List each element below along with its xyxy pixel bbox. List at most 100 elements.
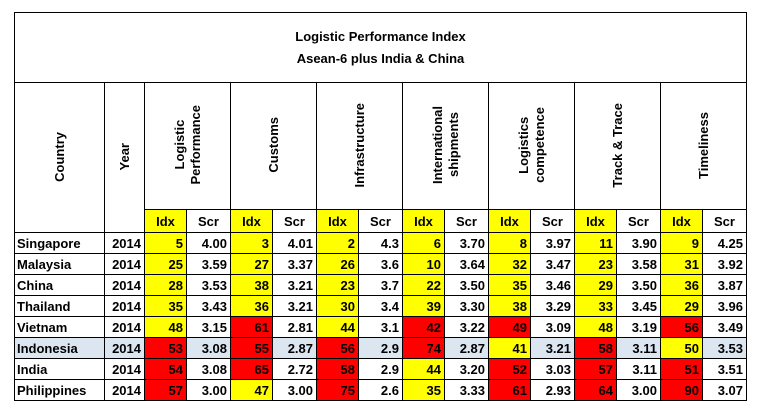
- scr-cell: 3.21: [272, 274, 317, 296]
- table-row: China 2014 28 3.53 38 3.21 23 3.7 22 3.50 35 3.46 29…: [14, 274, 747, 296]
- scr-cell: 3.53: [186, 274, 231, 296]
- idx-cell: 56: [660, 316, 703, 338]
- country-cell: Indonesia: [14, 337, 105, 359]
- header-metric: Timeliness: [660, 82, 747, 210]
- header-metric-line: Track & Trace: [609, 102, 625, 188]
- idx-cell: 25: [144, 253, 187, 275]
- scr-cell: 3.08: [186, 337, 231, 359]
- idx-cell: 56: [316, 337, 359, 359]
- country-cell: Singapore: [14, 232, 105, 254]
- scr-cell: 3.21: [272, 295, 317, 317]
- idx-cell: 53: [144, 337, 187, 359]
- header-metric-label: Track & Trace: [610, 103, 626, 188]
- lpi-table: Logistic Performance Index Asean-6 plus …: [14, 12, 747, 401]
- idx-cell: 36: [660, 274, 703, 296]
- subheader-idx: Idx: [402, 209, 445, 233]
- scr-cell: 3.30: [444, 295, 489, 317]
- idx-cell: 58: [574, 337, 617, 359]
- scr-cell: 3.07: [702, 379, 747, 401]
- header-metric-line: International: [429, 105, 445, 184]
- idx-cell: 5: [144, 232, 187, 254]
- idx-cell: 27: [230, 253, 273, 275]
- scr-cell: 2.87: [444, 337, 489, 359]
- idx-cell: 2: [316, 232, 359, 254]
- country-cell: Thailand: [14, 295, 105, 317]
- idx-cell: 35: [144, 295, 187, 317]
- table-row: Thailand 2014 35 3.43 36 3.21 30 3.4 39 3.30 38 3.2…: [14, 295, 747, 317]
- scr-cell: 3.20: [444, 358, 489, 380]
- scr-cell: 3.58: [616, 253, 661, 275]
- scr-cell: 3.50: [616, 274, 661, 296]
- header-country-label: Country: [51, 131, 67, 182]
- scr-cell: 3.47: [530, 253, 575, 275]
- scr-cell: 3.6: [358, 253, 403, 275]
- idx-cell: 33: [574, 295, 617, 317]
- scr-cell: 3.00: [186, 379, 231, 401]
- subheader-row: Idx Scr Idx Scr Idx Scr Idx Scr Idx Scr Idx Scr Idx S…: [15, 209, 747, 233]
- scr-cell: 3.19: [616, 316, 661, 338]
- header-row: Country Year Logistic Performance Customs I…: [14, 82, 747, 233]
- idx-cell: 41: [488, 337, 531, 359]
- idx-cell: 61: [488, 379, 531, 401]
- idx-cell: 28: [144, 274, 187, 296]
- idx-cell: 23: [574, 253, 617, 275]
- idx-cell: 64: [574, 379, 617, 401]
- scr-cell: 2.6: [358, 379, 403, 401]
- idx-cell: 39: [402, 295, 445, 317]
- scr-cell: 3.51: [702, 358, 747, 380]
- scr-cell: 3.64: [444, 253, 489, 275]
- scr-cell: 3.43: [186, 295, 231, 317]
- idx-cell: 42: [402, 316, 445, 338]
- scr-cell: 3.37: [272, 253, 317, 275]
- table-body: Logistic Performance Index Asean-6 plus …: [14, 12, 747, 401]
- idx-cell: 36: [230, 295, 273, 317]
- country-cell: China: [14, 274, 105, 296]
- header-metric: Logistics competence: [488, 82, 575, 210]
- year-cell: 2014: [104, 358, 145, 380]
- idx-cell: 48: [574, 316, 617, 338]
- header-metric-label: Customs: [266, 117, 282, 173]
- table-title: Logistic Performance Index: [295, 28, 466, 44]
- table-row: Singapore 2014 5 4.00 3 4.01 2 4.3 6 3.70 8 3.97 11 3…: [14, 232, 747, 254]
- header-year-label: Year: [116, 142, 132, 171]
- scr-cell: 3.97: [530, 232, 575, 254]
- scr-cell: 3.59: [186, 253, 231, 275]
- scr-cell: 3.90: [616, 232, 661, 254]
- header-metric-label: Logistic Performance: [172, 105, 204, 184]
- header-metric-line: shipments: [445, 112, 461, 178]
- year-cell: 2014: [104, 253, 145, 275]
- idx-cell: 49: [488, 316, 531, 338]
- year-cell: 2014: [104, 337, 145, 359]
- scr-cell: 3.4: [358, 295, 403, 317]
- idx-cell: 44: [402, 358, 445, 380]
- header-metric-line: competence: [531, 107, 547, 183]
- scr-cell: 3.00: [272, 379, 317, 401]
- subheader-scr: Scr: [186, 209, 231, 233]
- scr-cell: 3.03: [530, 358, 575, 380]
- idx-cell: 35: [402, 379, 445, 401]
- idx-cell: 90: [660, 379, 703, 401]
- idx-cell: 50: [660, 337, 703, 359]
- header-country: Country: [14, 82, 105, 233]
- year-cell: 2014: [104, 316, 145, 338]
- scr-cell: 2.87: [272, 337, 317, 359]
- year-cell: 2014: [104, 232, 145, 254]
- idx-cell: 32: [488, 253, 531, 275]
- scr-cell: 4.25: [702, 232, 747, 254]
- header-metric-label: International shipments: [430, 106, 462, 184]
- subheader-idx: Idx: [230, 209, 273, 233]
- header-metric-label: Infrastructure: [352, 103, 368, 188]
- scr-cell: 2.9: [358, 358, 403, 380]
- subheader-idx: Idx: [316, 209, 359, 233]
- scr-cell: 3.11: [616, 358, 661, 380]
- idx-cell: 57: [144, 379, 187, 401]
- header-metric-line: Logistics: [515, 116, 531, 174]
- idx-cell: 75: [316, 379, 359, 401]
- idx-cell: 57: [574, 358, 617, 380]
- idx-cell: 52: [488, 358, 531, 380]
- scr-cell: 3.96: [702, 295, 747, 317]
- table-row: India 2014 54 3.08 65 2.72 58 2.9 44 3.20 52 3.03 57…: [14, 358, 747, 380]
- year-cell: 2014: [104, 274, 145, 296]
- scr-cell: 3.87: [702, 274, 747, 296]
- scr-cell: 3.33: [444, 379, 489, 401]
